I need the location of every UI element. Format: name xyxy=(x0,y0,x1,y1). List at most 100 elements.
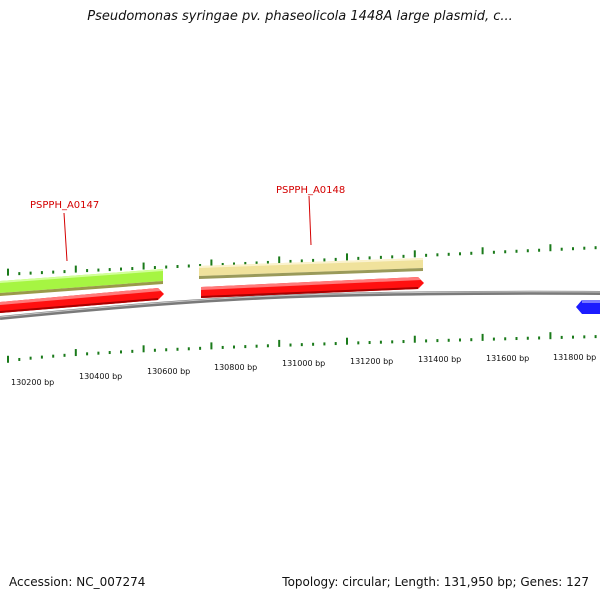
minor-tick xyxy=(368,256,371,260)
minor-tick xyxy=(334,257,337,261)
minor-tick xyxy=(470,251,473,255)
minor-tick xyxy=(52,354,55,358)
minor-tick xyxy=(153,266,156,270)
minor-tick xyxy=(459,338,461,342)
minor-tick xyxy=(492,337,495,341)
minor-tick xyxy=(526,249,529,253)
minor-tick xyxy=(289,259,292,263)
minor-tick xyxy=(560,247,563,251)
minor-tick xyxy=(255,261,258,265)
minor-tick xyxy=(402,254,405,258)
major-tick xyxy=(210,342,213,350)
minor-tick xyxy=(86,269,89,273)
minor-tick xyxy=(221,345,224,349)
minor-tick xyxy=(379,340,382,344)
major-tick xyxy=(7,355,9,363)
major-tick xyxy=(142,345,145,353)
minor-tick xyxy=(266,344,269,348)
minor-tick xyxy=(108,351,111,355)
minor-tick xyxy=(244,345,247,349)
scale-label: 131400 bp xyxy=(418,355,461,364)
minor-tick xyxy=(199,346,202,350)
minor-tick xyxy=(459,252,461,256)
minor-tick xyxy=(425,339,428,343)
topology-summary: Topology: circular; Length: 131,950 bp; … xyxy=(282,575,589,589)
minor-tick xyxy=(187,347,190,351)
minor-tick xyxy=(492,250,495,254)
plasmid-backbone xyxy=(0,290,600,320)
minor-tick xyxy=(165,265,168,269)
minor-tick xyxy=(176,347,179,351)
minor-tick xyxy=(108,268,111,272)
major-tick xyxy=(278,339,281,347)
minor-tick xyxy=(515,249,518,253)
minor-tick xyxy=(538,248,541,252)
minor-tick xyxy=(391,340,394,344)
minor-tick xyxy=(244,261,247,265)
gene-arrow-blue[interactable] xyxy=(576,300,600,314)
minor-tick xyxy=(583,246,586,250)
minor-tick xyxy=(266,260,269,264)
minor-tick xyxy=(52,270,55,274)
minor-tick xyxy=(131,349,134,353)
minor-tick xyxy=(560,335,563,339)
scale-label: 131800 bp xyxy=(553,353,596,362)
cds-arrow-a0147[interactable] xyxy=(0,288,164,313)
minor-tick xyxy=(29,356,32,360)
minor-tick xyxy=(40,355,43,359)
minor-tick xyxy=(379,255,382,259)
minor-tick xyxy=(233,345,235,349)
minor-tick xyxy=(312,342,315,346)
minor-tick xyxy=(572,247,574,251)
gene-bar-a0147[interactable] xyxy=(0,269,163,296)
minor-tick xyxy=(334,342,337,346)
minor-tick xyxy=(402,340,405,344)
major-tick xyxy=(481,333,484,341)
minor-tick xyxy=(120,267,122,271)
minor-tick xyxy=(289,343,292,347)
minor-tick xyxy=(29,271,32,275)
minor-tick xyxy=(40,271,43,275)
scale-label: 131600 bp xyxy=(486,354,529,363)
minor-tick xyxy=(312,258,315,262)
minor-tick xyxy=(391,255,394,259)
minor-tick xyxy=(131,267,134,271)
scale-label: 131000 bp xyxy=(282,359,325,368)
minor-tick xyxy=(233,262,235,266)
scale-labels: 130200 bp 130400 bp 130600 bp 130800 bp … xyxy=(11,353,596,387)
minor-tick xyxy=(357,256,360,260)
gene-label-a0147[interactable]: PSPPH_A0147 xyxy=(30,200,99,211)
major-tick xyxy=(74,349,77,357)
minor-tick xyxy=(357,341,360,345)
scale-label: 130800 bp xyxy=(214,363,257,372)
minor-tick xyxy=(436,339,439,343)
major-tick xyxy=(481,247,484,255)
minor-tick xyxy=(504,250,507,254)
minor-tick xyxy=(255,344,258,348)
major-tick xyxy=(413,335,416,343)
minor-tick xyxy=(153,348,156,352)
minor-tick xyxy=(63,353,66,357)
minor-tick xyxy=(594,335,597,339)
minor-tick xyxy=(425,253,428,257)
gene-label-a0148[interactable]: PSPPH_A0148 xyxy=(276,185,345,196)
major-tick xyxy=(346,337,348,345)
inner-tick-marks xyxy=(7,332,597,363)
minor-tick xyxy=(470,338,473,342)
scale-label: 130600 bp xyxy=(147,367,190,376)
minor-tick xyxy=(436,253,439,257)
minor-tick xyxy=(165,348,168,352)
minor-tick xyxy=(323,258,326,262)
cds-arrow-a0148[interactable] xyxy=(201,277,424,298)
gene-bar-a0148[interactable] xyxy=(199,258,423,279)
minor-tick xyxy=(515,337,518,341)
minor-tick xyxy=(368,341,371,345)
major-tick xyxy=(549,332,552,340)
minor-tick xyxy=(97,268,100,272)
minor-tick xyxy=(594,246,597,250)
minor-tick xyxy=(583,335,586,339)
minor-tick xyxy=(300,343,303,347)
major-tick xyxy=(549,244,552,252)
